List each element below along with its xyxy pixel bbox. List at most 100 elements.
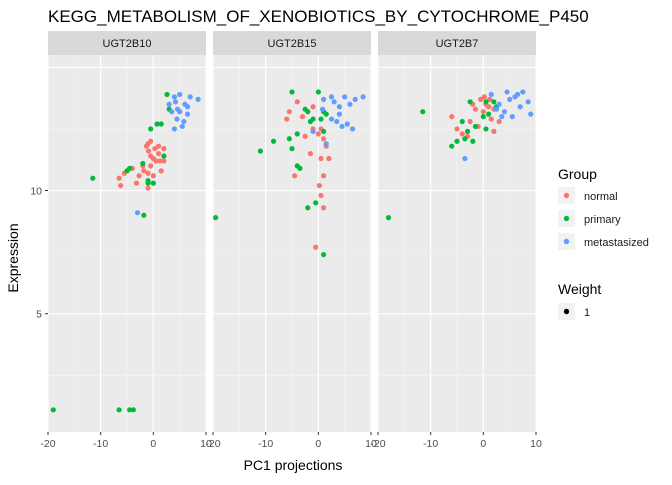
data-point-metastasized [187,94,193,100]
data-point-primary [140,160,146,167]
legend-label-metastasized: metastasized [584,237,649,249]
data-point-primary [305,205,311,211]
x-tick-label: 10 [200,438,212,450]
data-point-normal [318,155,324,162]
data-point-normal [156,143,162,149]
data-point-metastasized [501,109,507,115]
data-point-metastasized [319,106,326,112]
x-tick-label: -10 [258,438,273,450]
legend-label-normal: normal [584,191,618,203]
data-point-primary [321,128,327,134]
facet-strip [213,31,371,55]
data-point-primary [420,109,426,115]
data-point-primary [313,200,319,206]
data-point-metastasized [321,96,327,102]
facet-strip [48,31,206,55]
data-point-metastasized [342,94,348,100]
data-point-primary [297,165,303,171]
data-point-normal [481,94,487,100]
data-point-primary [161,153,167,159]
data-point-primary [483,99,489,105]
data-point-primary [127,165,133,171]
data-point-metastasized [171,94,177,100]
x-tick-label: 0 [480,438,486,450]
data-point-metastasized [336,111,342,117]
data-point-metastasized [310,128,316,134]
data-point-normal [145,185,151,191]
data-point-metastasized [195,96,201,102]
data-point-primary [164,91,170,98]
x-tick-label: -20 [370,438,385,450]
data-point-primary [483,126,489,132]
data-point-normal [143,143,150,149]
data-point-normal [326,155,332,162]
x-tick-label: 0 [315,438,321,450]
data-point-metastasized [174,106,181,112]
data-point-primary [467,99,473,105]
x-tick-label: 10 [365,438,377,450]
data-point-normal [307,150,314,157]
data-point-metastasized [331,99,337,105]
data-point-metastasized [496,101,502,107]
data-point-normal [116,175,122,181]
data-point-metastasized [509,114,515,120]
data-point-primary [318,116,324,122]
data-point-primary [491,99,497,105]
data-point-primary [323,111,329,117]
x-tick-label: -20 [40,438,55,450]
data-point-normal [148,138,154,144]
data-point-metastasized [462,155,468,162]
data-point-primary [257,148,263,154]
data-point-metastasized [184,104,191,110]
data-point-metastasized [360,94,366,100]
data-point-metastasized [334,118,340,125]
data-point-primary [315,89,321,95]
data-point-primary [464,128,471,134]
data-point-metastasized [179,123,185,130]
facet-panel-ugt2b10: UGT2B10 -20 -10 0 10 5 10 [30,31,212,450]
data-point-normal [152,146,158,152]
data-point-primary [150,180,156,186]
data-point-primary [286,136,292,142]
data-point-primary [148,126,154,132]
x-tick-label: -10 [93,438,108,450]
data-point-metastasized [517,104,523,110]
legend-weight-title: Weight [558,281,601,297]
facet-strip-label: UGT2B10 [103,38,152,50]
data-point-metastasized [181,118,187,125]
data-point-metastasized [169,109,175,115]
data-point-normal [488,116,494,122]
data-point-normal [487,96,493,102]
data-point-normal [118,182,124,189]
data-point-primary [289,89,295,95]
data-point-metastasized [134,210,141,216]
y-axis-label: Expression [5,223,21,292]
data-point-normal [141,168,147,174]
data-point-normal [136,173,142,179]
facet-panel-ugt2b15: UGT2B15 -20 -10 0 10 [205,31,377,450]
x-tick-label: -10 [423,438,438,450]
data-point-primary [480,114,486,120]
data-point-normal [480,109,486,115]
data-point-primary [213,215,219,221]
data-point-metastasized [347,101,353,107]
data-point-normal [459,131,465,137]
data-point-normal [148,153,154,159]
data-point-primary [141,212,147,218]
data-point-metastasized [528,111,534,117]
facet-panel-ugt2b7: UGT2B7 -20 -10 0 10 [370,31,542,450]
data-point-primary [158,121,164,127]
data-point-metastasized [504,89,510,95]
data-point-metastasized [344,121,350,127]
x-tick-label: 0 [150,438,156,450]
legend-group-title: Group [558,166,597,182]
data-point-primary [294,131,300,137]
data-point-primary [462,136,468,142]
data-point-metastasized [525,99,531,105]
data-point-primary [116,407,122,413]
data-point-primary [472,123,479,130]
data-point-metastasized [328,116,335,122]
data-point-primary [127,407,133,413]
